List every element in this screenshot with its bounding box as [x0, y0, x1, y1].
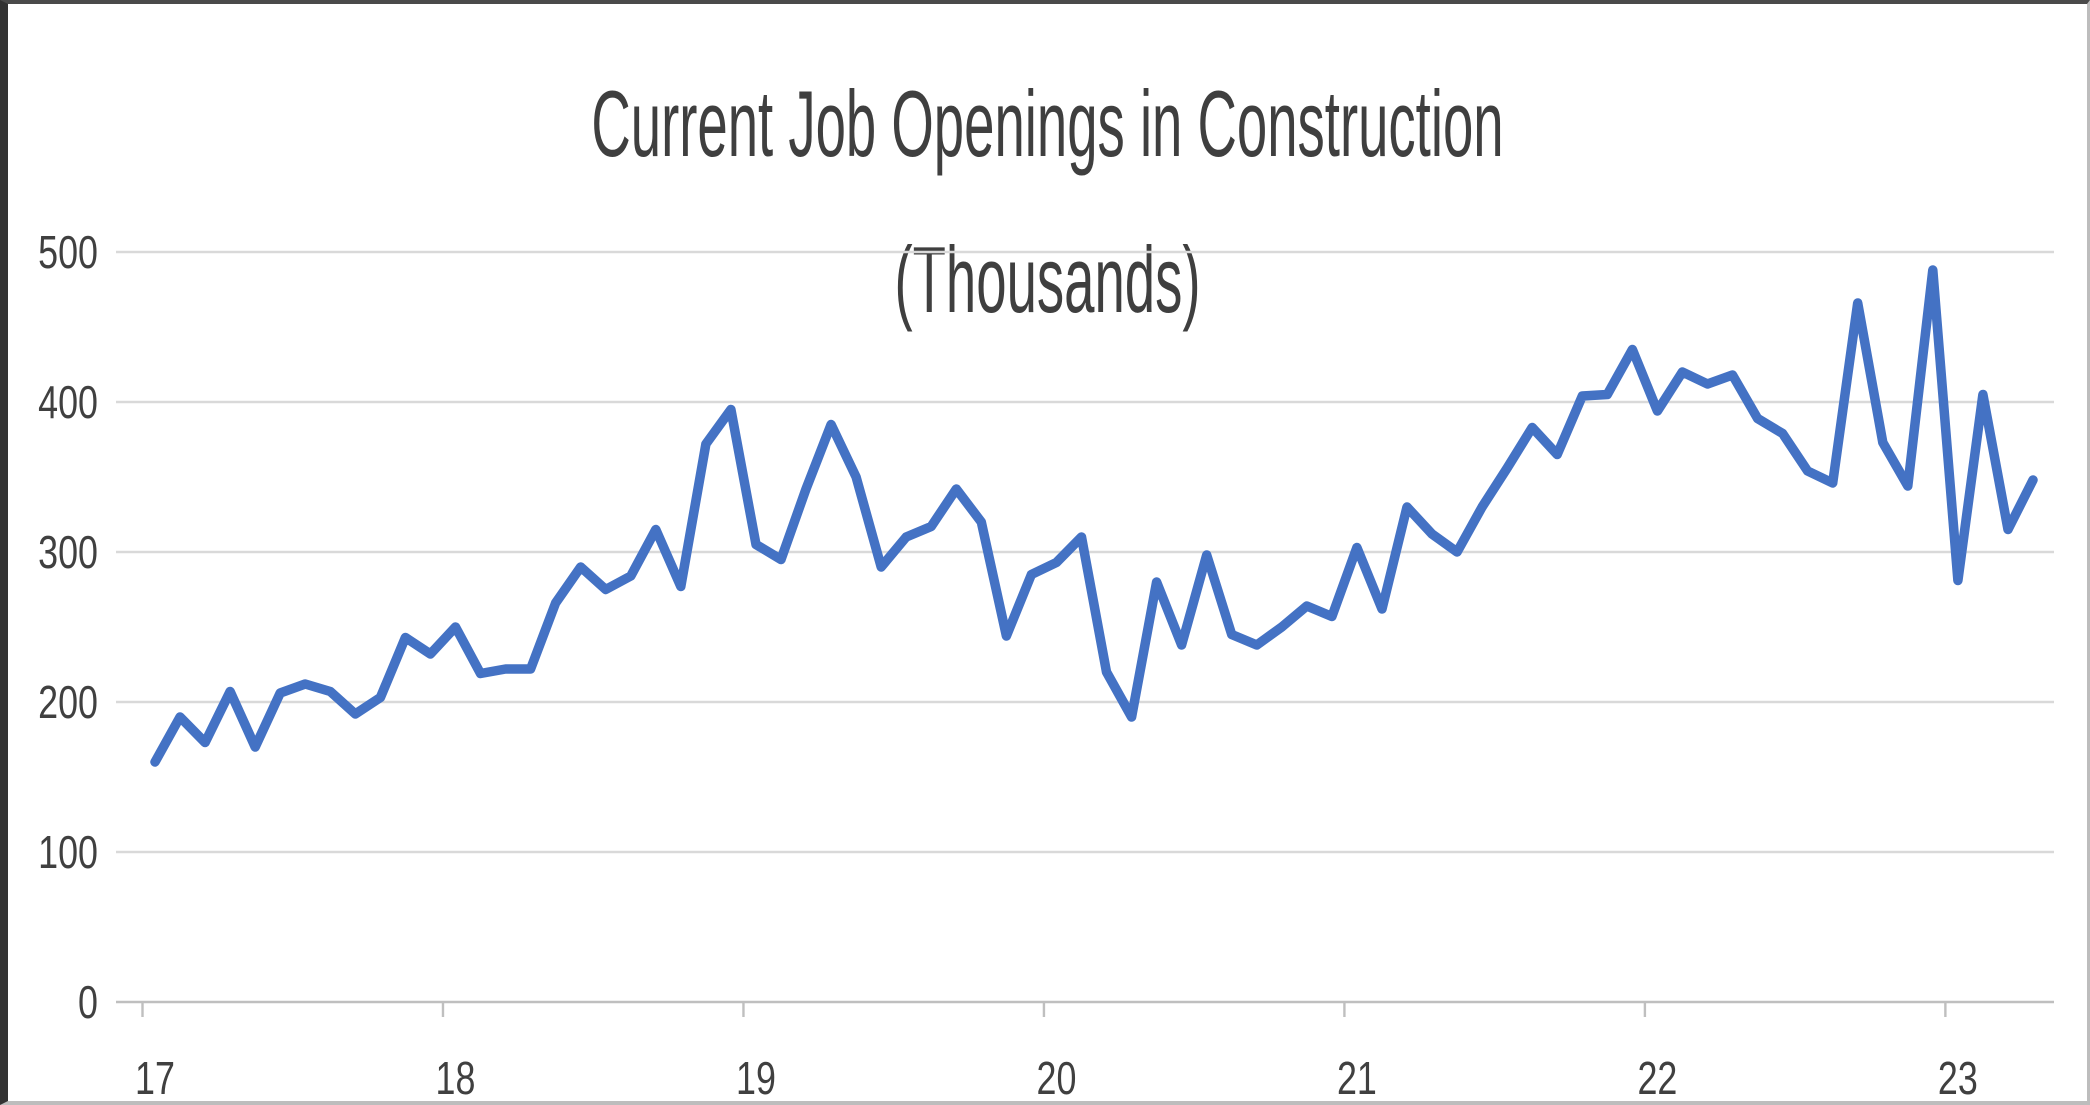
y-axis-tick-label: 100	[38, 827, 98, 878]
series-line	[150, 265, 2038, 767]
x-axis-tick-label: 21	[1337, 1053, 1377, 1104]
y-axis-tick-label: 200	[38, 677, 98, 728]
x-axis-tick-label: 22	[1637, 1053, 1677, 1104]
y-axis-tick-label: 500	[38, 227, 98, 278]
line-chart: 0 100 200 300 400 500 17 18 19 20 21 22 23	[38, 227, 2054, 1104]
x-axis-tick-label: 19	[736, 1053, 776, 1104]
x-axis-tick-label: 20	[1036, 1053, 1076, 1104]
x-axis-tick-label: 18	[436, 1053, 476, 1104]
x-axis-tick-label: 17	[135, 1053, 175, 1104]
y-axis-tick-label: 0	[78, 977, 98, 1028]
y-axis-tick-label: 300	[38, 527, 98, 578]
chart-title: Current Job Openings in Construction (Th…	[8, 46, 2087, 358]
chart-title-line2: (Thousands)	[894, 227, 1201, 332]
y-axis-tick-label: 400	[38, 377, 98, 428]
x-axis-tick-label: 23	[1938, 1053, 1978, 1104]
chart-title-line1: Current Job Openings in Construction	[591, 71, 1504, 176]
